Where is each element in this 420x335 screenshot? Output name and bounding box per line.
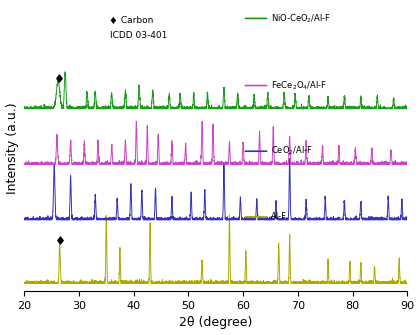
Text: NiO-CeO$_2$/Al-F: NiO-CeO$_2$/Al-F <box>271 12 331 25</box>
X-axis label: 2θ (degree): 2θ (degree) <box>179 317 252 329</box>
Text: ICDD 03-401: ICDD 03-401 <box>110 31 168 40</box>
Text: Carbon: Carbon <box>118 15 153 24</box>
Text: FeCe$_2$O$_4$/Al-F: FeCe$_2$O$_4$/Al-F <box>271 79 327 92</box>
Y-axis label: Intensity (a.u.): Intensity (a.u.) <box>5 103 18 194</box>
Text: Al-F: Al-F <box>271 212 287 221</box>
Text: ♦: ♦ <box>108 15 117 25</box>
Text: CeO$_2$/Al-F: CeO$_2$/Al-F <box>271 145 313 157</box>
